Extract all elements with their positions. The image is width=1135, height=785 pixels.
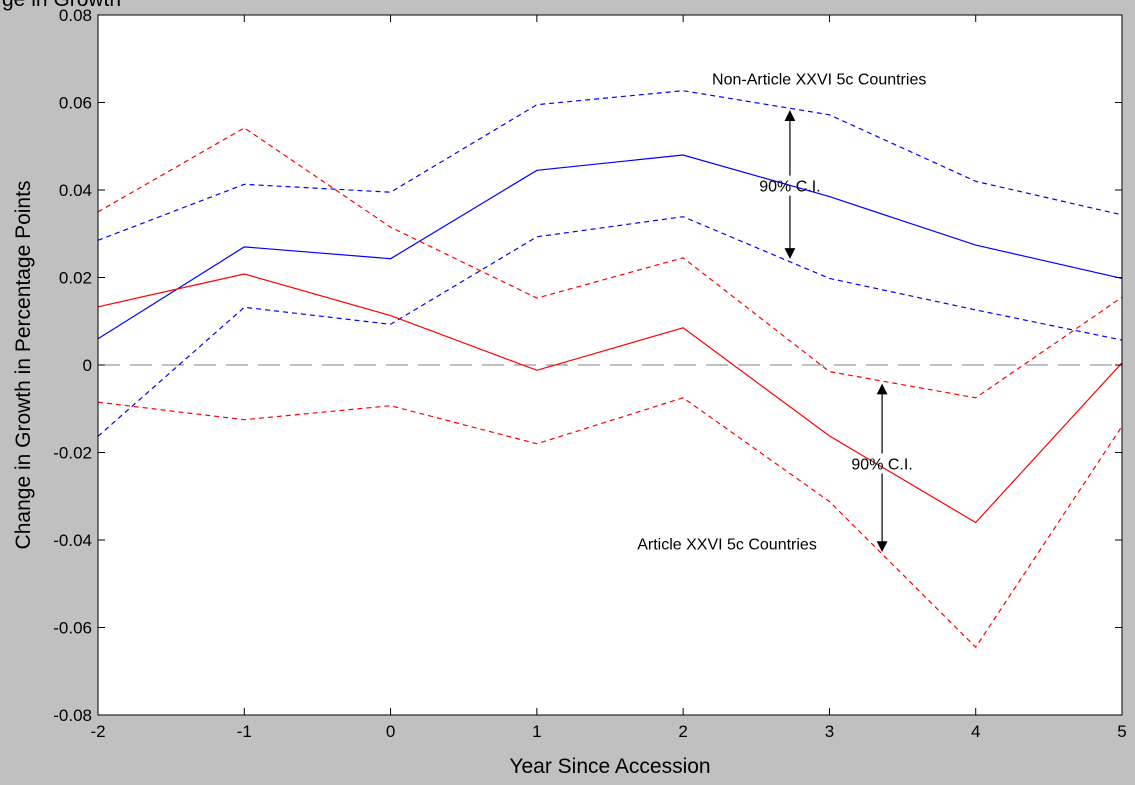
x-tick-label: 2 bbox=[678, 722, 687, 741]
arrow-layer bbox=[784, 110, 888, 553]
y-tick-label: -0.06 bbox=[53, 619, 92, 638]
x-tick-label: 5 bbox=[1117, 722, 1126, 741]
y-tick-label: 0.06 bbox=[59, 94, 92, 113]
y-tick-label: -0.08 bbox=[53, 706, 92, 725]
x-tick-label: -1 bbox=[237, 722, 252, 741]
y-tick-label: 0.08 bbox=[59, 6, 92, 25]
non-article-lower-line bbox=[97, 216, 1123, 437]
y-axis-label: Change in Growth in Percentage Points bbox=[12, 181, 35, 550]
non-article-upper-line bbox=[97, 90, 1123, 241]
annotation-label: Article XXVI 5c Countries bbox=[637, 537, 817, 554]
article-lower-line bbox=[97, 397, 1123, 649]
annotation-label: 90% C.I. bbox=[759, 179, 820, 196]
chart-title-fragment: ge in Growth bbox=[2, 0, 121, 11]
non-article-estimate-line bbox=[97, 154, 1123, 340]
x-tick-label: 0 bbox=[386, 722, 395, 741]
annotation-label: 90% C.I. bbox=[851, 456, 912, 473]
x-tick-label: -2 bbox=[90, 722, 105, 741]
article-upper-line bbox=[97, 127, 1123, 399]
annotation-layer: Non-Article XXVI 5c Countries 90% C.I. 90%… bbox=[637, 71, 926, 553]
y-tick-label: 0.04 bbox=[59, 181, 92, 200]
x-axis: -2 -1 0 1 2 3 4 5 bbox=[90, 15, 1127, 741]
y-tick-label: -0.02 bbox=[53, 444, 92, 463]
y-tick-label: 0 bbox=[83, 356, 92, 375]
annotation-label: Non-Article XXVI 5c Countries bbox=[712, 71, 926, 88]
y-tick-label: 0.02 bbox=[59, 269, 92, 288]
y-tick-label: -0.04 bbox=[53, 531, 92, 550]
y-axis: -0.08 -0.06 -0.04 -0.02 0 0.02 0.04 0.06 0.08 bbox=[53, 6, 1122, 725]
series-layer bbox=[97, 90, 1123, 649]
x-tick-label: 1 bbox=[532, 722, 541, 741]
x-axis-label: Year Since Accession bbox=[509, 755, 710, 778]
x-tick-label: 4 bbox=[971, 722, 980, 741]
x-tick-label: 3 bbox=[825, 722, 834, 741]
article-estimate-line bbox=[97, 273, 1123, 524]
